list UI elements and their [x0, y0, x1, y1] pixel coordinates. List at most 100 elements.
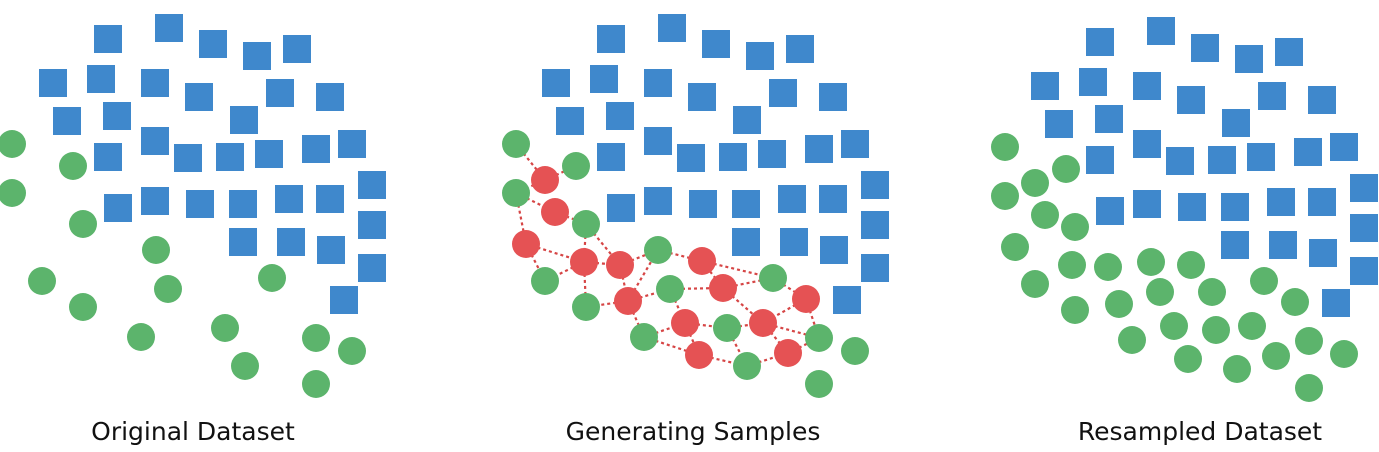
- minority-circle: [644, 236, 672, 264]
- majority-square: [746, 42, 774, 70]
- caption-original-dataset: Original Dataset: [91, 417, 295, 446]
- minority-circle: [1058, 251, 1086, 279]
- minority-circle: [1061, 213, 1089, 241]
- minority-circle: [1262, 342, 1290, 370]
- caption-resampled-dataset: Resampled Dataset: [1077, 417, 1323, 446]
- minority-circle: [531, 267, 559, 295]
- majority-square: [732, 190, 760, 218]
- majority-square: [1086, 28, 1114, 56]
- synthetic-sample-circle: [614, 287, 642, 315]
- minority-circle: [1223, 355, 1251, 383]
- minority-circle: [562, 152, 590, 180]
- synthetic-sample-circle: [774, 339, 802, 367]
- majority-square: [1031, 72, 1059, 100]
- minority-circle: [338, 337, 366, 365]
- majority-square: [1086, 146, 1114, 174]
- majority-square: [302, 135, 330, 163]
- majority-square: [103, 102, 131, 130]
- minority-circle: [1202, 316, 1230, 344]
- majority-square: [769, 79, 797, 107]
- majority-square: [358, 254, 386, 282]
- majority-square: [1309, 239, 1337, 267]
- majority-square: [861, 254, 889, 282]
- synthetic-sample-circle: [570, 248, 598, 276]
- majority-square: [1350, 257, 1378, 285]
- majority-square: [229, 190, 257, 218]
- majority-square: [833, 286, 861, 314]
- minority-circle: [69, 293, 97, 321]
- synthetic-sample-circle: [606, 251, 634, 279]
- synthetic-sample-circle: [688, 247, 716, 275]
- majority-square: [1269, 231, 1297, 259]
- minority-circle: [991, 182, 1019, 210]
- majority-square: [141, 127, 169, 155]
- majority-square: [141, 187, 169, 215]
- majority-square: [758, 140, 786, 168]
- majority-square: [53, 107, 81, 135]
- majority-square: [358, 171, 386, 199]
- minority-circle: [502, 179, 530, 207]
- minority-circle: [1174, 345, 1202, 373]
- majority-square: [358, 211, 386, 239]
- minority-circle: [0, 130, 26, 158]
- majority-square: [1222, 109, 1250, 137]
- majority-square: [338, 130, 366, 158]
- minority-circle: [1061, 296, 1089, 324]
- majority-square: [819, 185, 847, 213]
- synthetic-sample-circle: [541, 198, 569, 226]
- majority-square: [266, 79, 294, 107]
- majority-square: [597, 25, 625, 53]
- majority-square: [229, 228, 257, 256]
- majority-square: [39, 69, 67, 97]
- minority-circle: [1137, 248, 1165, 276]
- minority-circle: [1250, 267, 1278, 295]
- majority-square: [283, 35, 311, 63]
- majority-square: [1275, 38, 1303, 66]
- majority-square: [1308, 86, 1336, 114]
- minority-circle: [28, 267, 56, 295]
- minority-circle: [59, 152, 87, 180]
- synthetic-sample-circle: [671, 309, 699, 337]
- minority-circle: [1295, 327, 1323, 355]
- majority-square: [1096, 197, 1124, 225]
- minority-circle: [1177, 251, 1205, 279]
- minority-circle: [572, 293, 600, 321]
- minority-circle: [841, 337, 869, 365]
- majority-square: [94, 25, 122, 53]
- minority-circle: [733, 352, 761, 380]
- majority-square: [733, 106, 761, 134]
- minority-circle: [1052, 155, 1080, 183]
- majority-square: [719, 143, 747, 171]
- minority-circle: [127, 323, 155, 351]
- majority-square: [644, 127, 672, 155]
- majority-square: [1133, 190, 1161, 218]
- minority-circle: [572, 210, 600, 238]
- minority-circle: [69, 210, 97, 238]
- majority-square: [87, 65, 115, 93]
- majority-square: [1095, 105, 1123, 133]
- majority-square: [805, 135, 833, 163]
- majority-square: [1235, 45, 1263, 73]
- majority-square: [317, 236, 345, 264]
- majority-square: [277, 228, 305, 256]
- majority-square: [185, 83, 213, 111]
- minority-circle: [1094, 253, 1122, 281]
- majority-square: [141, 69, 169, 97]
- majority-square: [597, 143, 625, 171]
- minority-circle: [805, 370, 833, 398]
- majority-square: [1191, 34, 1219, 62]
- majority-square: [689, 190, 717, 218]
- majority-square: [1045, 110, 1073, 138]
- majority-square: [155, 14, 183, 42]
- minority-circle: [1118, 326, 1146, 354]
- majority-square: [1350, 214, 1378, 242]
- majority-square: [1267, 188, 1295, 216]
- majority-square: [316, 185, 344, 213]
- majority-square: [1166, 147, 1194, 175]
- data-points: [0, 14, 1378, 402]
- majority-square: [1208, 146, 1236, 174]
- minority-circle: [1001, 233, 1029, 261]
- minority-circle: [211, 314, 239, 342]
- synthetic-sample-circle: [749, 309, 777, 337]
- majority-square: [199, 30, 227, 58]
